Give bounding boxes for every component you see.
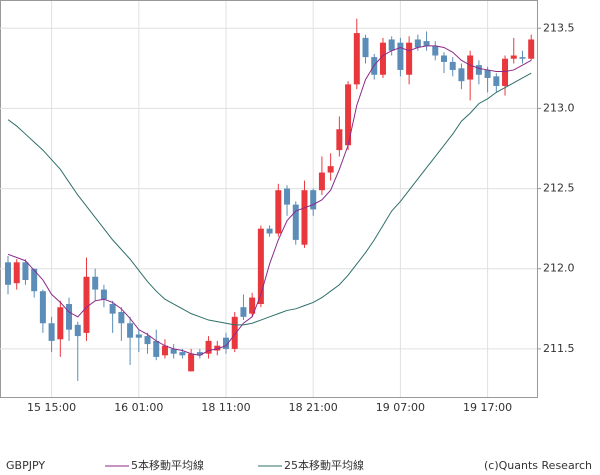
candle-body	[48, 323, 55, 341]
candle-body	[223, 337, 229, 349]
x-tick-label: 18 21:00	[289, 401, 338, 414]
candle-body	[414, 39, 421, 48]
candle-body	[100, 289, 107, 300]
candle-body	[179, 352, 186, 356]
candle-body	[301, 190, 308, 245]
candle-body	[127, 323, 134, 338]
plot-frame	[0, 0, 538, 398]
candle-body	[467, 55, 474, 80]
candle-body	[327, 166, 334, 173]
x-tick-label: 18 11:00	[201, 401, 250, 414]
candle-body	[240, 307, 247, 317]
candle-body	[362, 37, 369, 58]
candle-body	[475, 65, 482, 75]
candle-body	[205, 340, 212, 354]
candle-body	[5, 262, 11, 285]
candle-body	[345, 84, 352, 146]
candle-body	[266, 228, 273, 234]
candle-body	[188, 353, 195, 372]
candle-body	[423, 41, 430, 46]
candle-body	[249, 297, 256, 314]
candle-body	[449, 61, 456, 70]
legend-label: 5本移動平均線	[131, 458, 204, 472]
candle-body	[406, 42, 413, 75]
candle-body	[214, 345, 221, 351]
y-tick-label: 212.0	[543, 262, 575, 275]
candle-body	[22, 262, 29, 280]
candle-body	[493, 76, 500, 86]
copyright: (c)Quants Research	[484, 459, 592, 472]
candle-body	[275, 190, 282, 234]
candle-body	[353, 33, 360, 85]
candle-body	[292, 204, 299, 240]
candle-body	[502, 58, 509, 86]
x-tick-label: 15 15:00	[27, 401, 76, 414]
candle-body	[257, 228, 264, 305]
candle-body	[66, 304, 73, 330]
candle-body	[83, 276, 90, 333]
symbol: GBPJPY	[6, 459, 45, 472]
moving-average	[7, 45, 532, 356]
candle-body	[170, 348, 177, 354]
x-tick-label: 19 17:00	[463, 401, 512, 414]
candle-body	[388, 39, 395, 51]
candle-body	[231, 316, 238, 349]
candle-body	[153, 340, 160, 357]
y-tick-label: 211.5	[543, 342, 575, 355]
candle-body	[510, 55, 517, 59]
candle-body	[144, 336, 151, 345]
candle-body	[397, 42, 404, 70]
candle-body	[318, 172, 325, 191]
candle-body	[196, 352, 203, 356]
candle-body	[458, 68, 465, 82]
candle-body	[379, 42, 386, 75]
x-tick-label: 19 07:00	[376, 401, 425, 414]
candle-body	[74, 324, 81, 337]
legend-label: 25本移動平均線	[284, 458, 364, 472]
candle-body	[519, 57, 526, 59]
candle-body	[161, 345, 168, 356]
x-tick-label: 16 01:00	[114, 401, 163, 414]
y-tick-label: 213.0	[543, 101, 575, 114]
candle-body	[13, 262, 20, 284]
candle-body	[92, 276, 99, 290]
candle-body	[336, 129, 343, 151]
candle-body	[528, 39, 535, 59]
candle-body	[441, 55, 447, 62]
moving-average	[7, 72, 532, 326]
candle-body	[118, 312, 125, 324]
candle-body	[284, 188, 291, 205]
y-tick-label: 212.5	[543, 182, 575, 195]
candle-body	[484, 69, 491, 78]
y-tick-label: 213.5	[543, 21, 575, 34]
candle-body	[432, 45, 439, 56]
candle-body	[310, 190, 317, 210]
candle-body	[109, 304, 116, 314]
candle-body	[31, 268, 38, 292]
candle-body	[135, 334, 142, 338]
candle-body	[39, 291, 46, 324]
candle-body	[57, 307, 64, 340]
